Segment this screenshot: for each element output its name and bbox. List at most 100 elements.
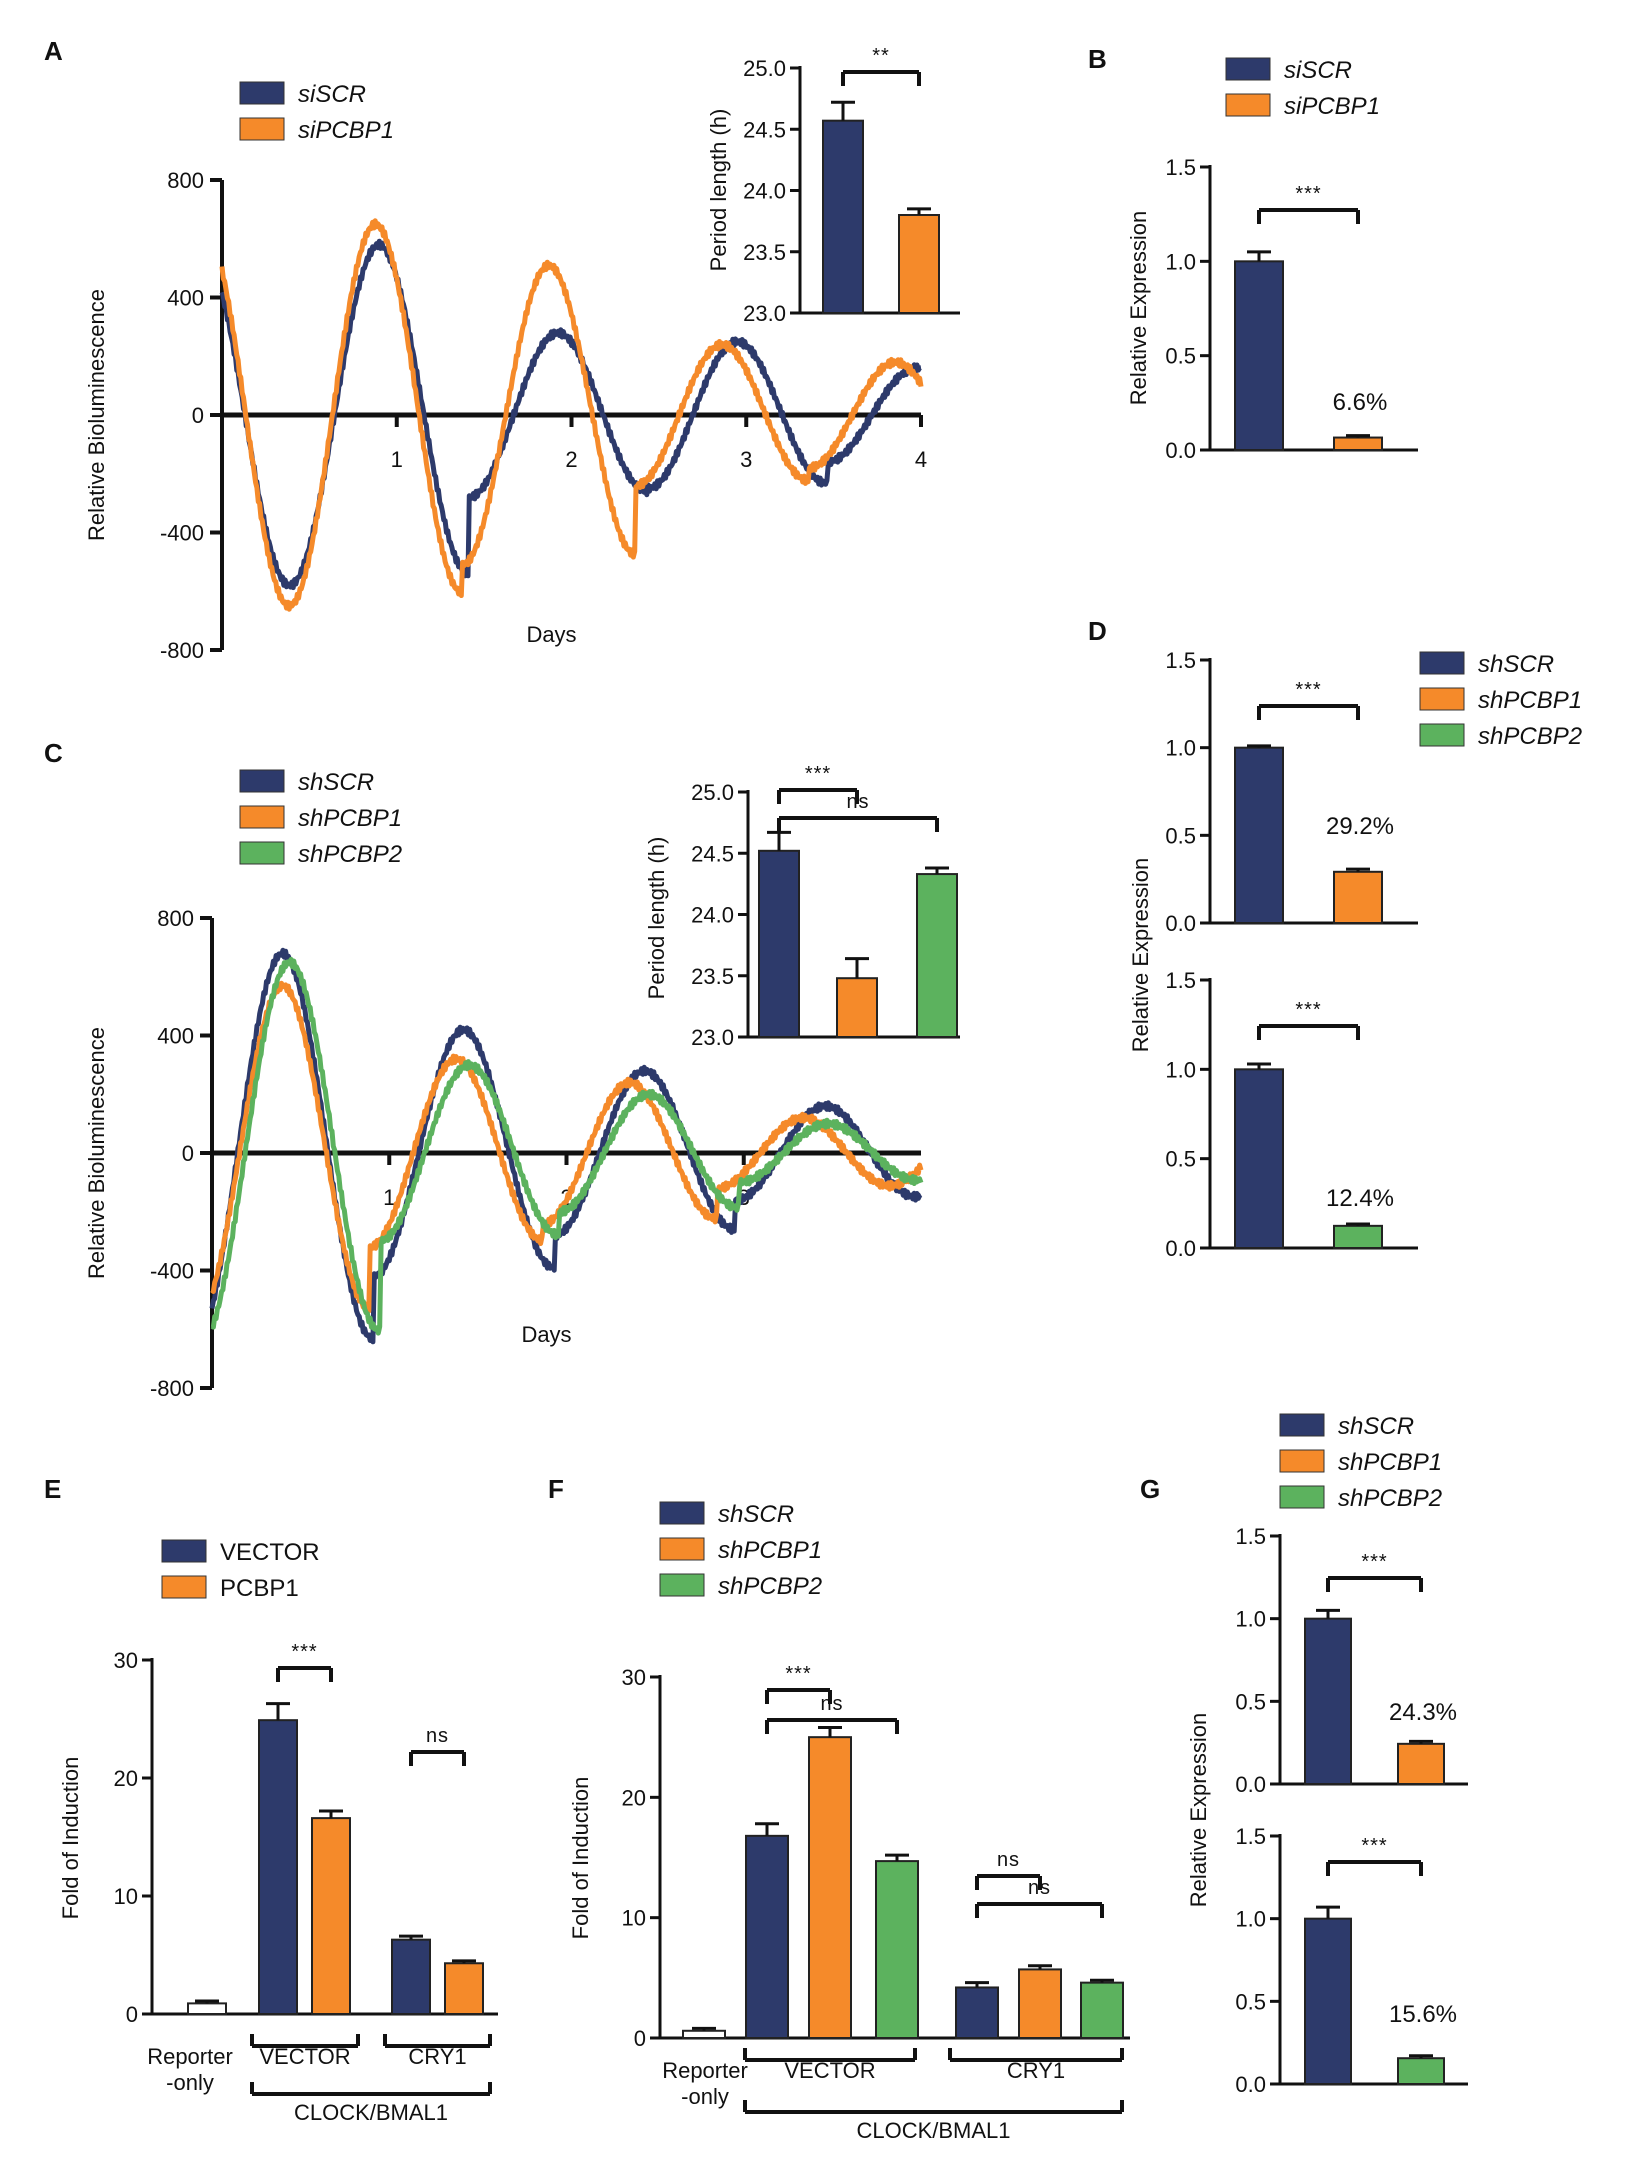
legend-swatch xyxy=(239,81,285,105)
significance-label-E: ns xyxy=(426,1725,449,1747)
bar-shscr xyxy=(1234,1068,1284,1250)
bar-shpcbp2 xyxy=(875,1860,919,2039)
y-tick-label-F: 30 xyxy=(622,1665,646,1690)
y-tick-label-D-top: 0.5 xyxy=(1165,823,1196,848)
y-tick-label-C: -800 xyxy=(150,1376,194,1401)
legend-swatch xyxy=(1225,57,1271,81)
group-label-reporter: Reporter xyxy=(662,2058,748,2083)
significance-label-B: *** xyxy=(1295,183,1321,205)
y-tick-label-B: 1.0 xyxy=(1165,249,1196,274)
group-label-vector: VECTOR xyxy=(784,2058,875,2083)
series-line-shpcbp2 xyxy=(210,956,924,1336)
bar-shscr xyxy=(1304,1617,1352,1785)
bar-reporter-only xyxy=(187,2002,227,2016)
y-tick-label-B: 0.5 xyxy=(1165,344,1196,369)
significance-label-C-inset: ns xyxy=(846,791,869,813)
x-tick-label-A: 1 xyxy=(391,447,403,472)
y-axis-label-C-inset: Period length (h) xyxy=(644,837,669,1000)
bar-annotation-B: 6.6% xyxy=(1333,389,1388,416)
x-tick-label-A: 3 xyxy=(740,447,752,472)
significance-label-E: *** xyxy=(291,1641,317,1663)
group-label-vector: VECTOR xyxy=(259,2044,350,2069)
y-tick-label-F: 20 xyxy=(622,1785,646,1810)
legend-label-g: shSCR xyxy=(1338,1413,1414,1440)
legend-label-e: PCBP1 xyxy=(220,1575,299,1602)
y-axis-label-F: Fold of Induction xyxy=(568,1777,593,1940)
legend-label-a: siSCR xyxy=(298,81,366,108)
legend-swatch xyxy=(161,1539,207,1563)
bar-shpcbp1 xyxy=(808,1736,852,2039)
bar-pcbp1 xyxy=(444,1962,484,2016)
legend-label-e: VECTOR xyxy=(220,1539,320,1566)
panel-label-d: D xyxy=(1088,616,1107,646)
legend-swatch xyxy=(659,1501,705,1525)
legend-label-g: shPCBP1 xyxy=(1338,1449,1442,1476)
legend-label-g: shPCBP2 xyxy=(1338,1485,1442,1512)
y-tick-label-D-bottom: 1.5 xyxy=(1165,968,1196,993)
y-tick-label-G-bottom: 1.5 xyxy=(1235,1824,1266,1849)
bar-annotation-G-bottom: 15.6% xyxy=(1389,2001,1457,2028)
y-tick-label-B: 0.0 xyxy=(1165,438,1196,463)
legend-swatch xyxy=(1419,723,1465,747)
y-tick-label-A: -400 xyxy=(160,521,204,546)
y-tick-label-G-bottom: 0.5 xyxy=(1235,1989,1266,2014)
legend-label-d: shPCBP1 xyxy=(1478,687,1582,714)
y-axis-label-B: Relative Expression xyxy=(1126,211,1151,405)
y-tick-label-C-inset: 24.0 xyxy=(691,903,734,928)
significance-label-F: *** xyxy=(785,1663,811,1685)
bar-shpcbp1 xyxy=(1333,870,1383,925)
significance-label-F: ns xyxy=(820,1693,843,1715)
group-label-reporter: Reporter xyxy=(147,2044,233,2069)
bar-siscr xyxy=(822,119,864,314)
significance-label-C-inset: *** xyxy=(805,763,831,785)
legend-swatch xyxy=(239,769,285,793)
y-tick-label-A: 800 xyxy=(167,168,204,193)
y-tick-label-F: 10 xyxy=(622,1906,646,1931)
group-label-clock-bmal1: CLOCK/BMAL1 xyxy=(294,2100,448,2125)
y-tick-label-D-top: 1.5 xyxy=(1165,648,1196,673)
legend-label-a: siPCBP1 xyxy=(298,117,394,144)
y-tick-label-A: -800 xyxy=(160,638,204,663)
bar-pcbp1 xyxy=(311,1817,351,2015)
significance-label-F: ns xyxy=(1028,1877,1051,1899)
bar-shpcbp2 xyxy=(916,873,958,1039)
y-tick-label-D-top: 1.0 xyxy=(1165,736,1196,761)
y-tick-label-D-bottom: 0.5 xyxy=(1165,1147,1196,1172)
bar-reporter-only xyxy=(682,2029,726,2040)
series-line-shscr xyxy=(209,947,923,1345)
y-tick-label-F: 0 xyxy=(634,2026,646,2051)
legend-label-d: shPCBP2 xyxy=(1478,723,1582,750)
panel-label-e: E xyxy=(44,1474,61,1504)
legend-swatch xyxy=(1419,687,1465,711)
y-tick-label-C: -400 xyxy=(150,1259,194,1284)
legend-swatch xyxy=(1279,1413,1325,1437)
bar-shscr xyxy=(758,849,800,1038)
bar-annotation-D-bottom: 12.4% xyxy=(1326,1185,1394,1212)
bar-shpcbp2 xyxy=(1333,1224,1383,1250)
legend-swatch xyxy=(161,1575,207,1599)
y-tick-label-A: 0 xyxy=(192,403,204,428)
panel-label-f: F xyxy=(548,1474,564,1504)
bar-annotation-G-top: 24.3% xyxy=(1389,1699,1457,1726)
y-tick-label-A-inset: 24.0 xyxy=(743,179,786,204)
significance-label-D-bottom: *** xyxy=(1295,999,1321,1021)
legend-label-f: shSCR xyxy=(718,1501,794,1528)
bar-shscr xyxy=(745,1834,789,2039)
y-tick-label-G-top: 0.0 xyxy=(1235,1772,1266,1797)
bar-annotation-D-top: 29.2% xyxy=(1326,813,1394,840)
y-tick-label-A-inset: 24.5 xyxy=(743,117,786,142)
y-tick-label-G-top: 0.5 xyxy=(1235,1689,1266,1714)
y-tick-label-D-top: 0.0 xyxy=(1165,911,1196,936)
x-tick-label-A: 4 xyxy=(915,447,927,472)
significance-label-G-bottom: *** xyxy=(1361,1835,1387,1857)
bar-shpcbp1 xyxy=(836,977,878,1039)
legend-label-d: shSCR xyxy=(1478,651,1554,678)
y-tick-label-E: 20 xyxy=(114,1766,138,1791)
significance-label-F: ns xyxy=(997,1849,1020,1871)
significance-label-A-inset: ** xyxy=(872,45,890,67)
y-tick-label-C: 0 xyxy=(182,1141,194,1166)
y-tick-label-A-inset: 23.5 xyxy=(743,240,786,265)
panel-label-a: A xyxy=(44,36,63,66)
y-axis-label-A-inset: Period length (h) xyxy=(706,109,731,272)
